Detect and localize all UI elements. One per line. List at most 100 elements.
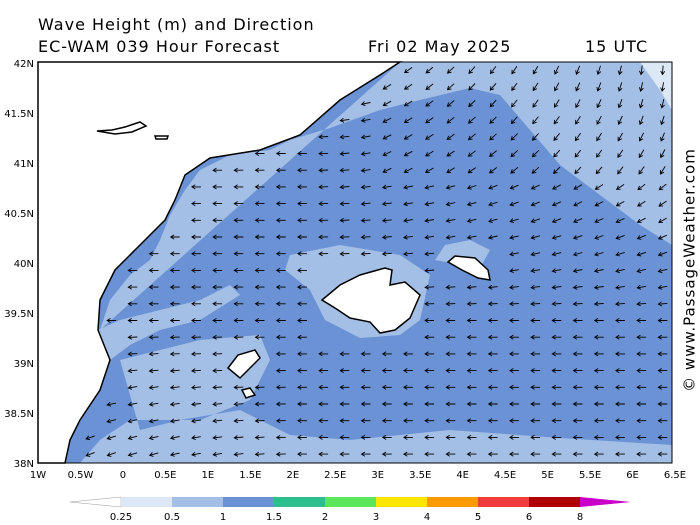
direction-arrow	[468, 66, 476, 75]
direction-arrow	[424, 234, 435, 240]
direction-arrow	[509, 201, 519, 207]
direction-arrow	[489, 116, 497, 124]
direction-arrow	[467, 116, 476, 124]
direction-arrow	[617, 82, 623, 92]
direction-arrow	[637, 183, 646, 191]
direction-arrow	[657, 368, 668, 374]
direction-arrow	[488, 201, 498, 207]
direction-arrow	[530, 351, 541, 357]
direction-arrow	[466, 351, 477, 357]
direction-arrow	[615, 284, 625, 290]
direction-arrow	[594, 251, 604, 257]
direction-arrow	[657, 401, 668, 407]
direction-arrow	[403, 368, 413, 374]
direction-arrow	[169, 401, 180, 407]
direction-arrow	[339, 418, 350, 424]
date: Fri 02 May 2025	[368, 37, 511, 56]
direction-arrow	[212, 184, 223, 190]
direction-arrow	[509, 334, 519, 340]
direction-arrow	[360, 117, 371, 123]
direction-arrow	[593, 318, 604, 323]
direction-arrow	[487, 401, 498, 407]
direction-arrow	[148, 385, 159, 390]
direction-arrow	[511, 99, 518, 108]
direction-arrow	[509, 218, 519, 224]
direction-arrow	[638, 65, 644, 76]
direction-arrow	[445, 301, 456, 307]
direction-arrow	[339, 184, 350, 190]
direction-arrow	[381, 184, 392, 190]
direction-arrow	[212, 351, 223, 357]
direction-arrow	[572, 368, 583, 374]
direction-arrow	[596, 65, 602, 76]
direction-arrow	[212, 368, 223, 374]
direction-arrow	[191, 401, 201, 407]
direction-arrow	[254, 334, 265, 340]
direction-arrow	[275, 284, 286, 290]
direction-arrow	[191, 251, 201, 257]
forecast: EC-WAM 039 Hour Forecast	[38, 37, 280, 56]
direction-arrow	[510, 166, 519, 174]
mainland	[37, 61, 403, 464]
direction-arrow	[446, 83, 455, 91]
direction-arrow	[636, 251, 647, 257]
direction-arrow	[169, 368, 180, 374]
direction-arrow	[148, 452, 159, 457]
title: Wave Height (m) and Direction	[38, 15, 315, 34]
direction-arrow	[468, 99, 476, 108]
direction-arrow	[127, 385, 138, 390]
direction-arrow	[424, 201, 435, 207]
direction-arrow	[466, 368, 477, 374]
colorbar-label: 6	[526, 512, 532, 523]
direction-arrow	[596, 149, 603, 158]
direction-arrow	[403, 134, 413, 140]
menorca	[446, 255, 491, 281]
direction-arrow	[233, 267, 244, 273]
direction-arrow	[466, 401, 477, 407]
direction-arrow	[446, 150, 455, 157]
direction-arrow	[425, 66, 434, 74]
direction-arrow	[381, 434, 392, 440]
direction-arrow	[191, 184, 201, 190]
direction-arrow	[403, 184, 413, 190]
direction-arrow	[233, 384, 244, 390]
direction-arrow	[446, 133, 455, 141]
direction-arrow	[445, 318, 456, 323]
colorbar-segment	[478, 497, 529, 507]
direction-arrow	[339, 117, 350, 123]
direction-arrow	[254, 167, 265, 173]
direction-arrow	[318, 418, 329, 424]
x-axis-label: 2E	[286, 470, 299, 481]
direction-arrow	[382, 167, 392, 173]
direction-arrow	[148, 251, 159, 257]
direction-arrow	[487, 234, 498, 240]
map-frame	[37, 61, 673, 464]
direction-arrow	[636, 434, 647, 440]
direction-arrow	[148, 418, 159, 424]
direction-arrow	[212, 167, 223, 173]
direction-arrow	[425, 83, 434, 91]
direction-arrow	[636, 368, 647, 374]
direction-arrow	[360, 351, 371, 357]
direction-arrow	[275, 384, 286, 390]
direction-arrow	[297, 384, 307, 390]
direction-arrow	[615, 334, 625, 340]
direction-arrow	[466, 334, 477, 340]
direction-arrow	[254, 201, 265, 207]
direction-arrow	[106, 452, 116, 457]
direction-arrow	[297, 184, 307, 190]
direction-arrow	[318, 234, 329, 240]
direction-arrow	[297, 401, 307, 407]
calm-waves	[640, 62, 672, 110]
direction-arrow	[169, 418, 180, 424]
direction-arrow	[553, 116, 560, 125]
direction-arrow	[532, 65, 539, 75]
direction-arrow	[445, 201, 456, 207]
direction-arrow	[530, 451, 541, 457]
direction-arrow	[212, 217, 223, 223]
direction-arrow	[575, 65, 581, 76]
direction-arrow	[487, 434, 498, 440]
direction-arrow	[233, 201, 244, 207]
direction-arrow	[424, 184, 435, 190]
direction-arrow	[106, 401, 117, 407]
